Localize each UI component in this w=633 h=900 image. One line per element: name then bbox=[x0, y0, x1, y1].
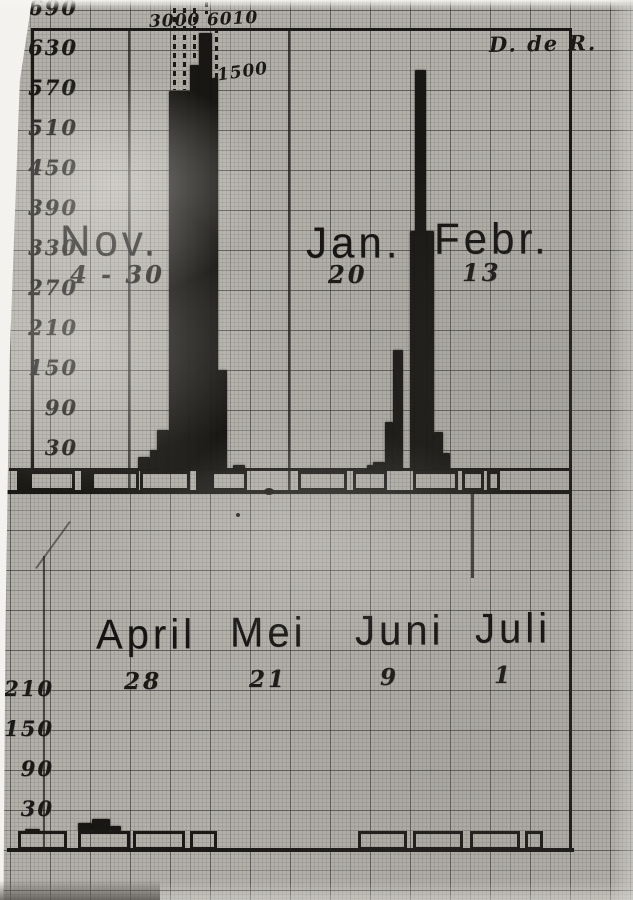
day-strip-cell bbox=[133, 831, 185, 850]
paper-edge-right bbox=[611, 0, 633, 900]
month-label: Nov. bbox=[60, 216, 160, 265]
paper-edge-top bbox=[0, 0, 633, 9]
mid-vertical-segment bbox=[471, 490, 474, 578]
month-day-count: 13 bbox=[462, 258, 502, 287]
histogram-bar bbox=[233, 465, 245, 470]
y-tick-label: 450 bbox=[28, 155, 78, 180]
histogram-bar bbox=[92, 819, 110, 831]
top-border-line bbox=[32, 28, 572, 31]
day-strip-cell bbox=[470, 831, 520, 850]
ink-speck bbox=[236, 513, 240, 517]
month-day-count: 9 bbox=[380, 664, 400, 691]
right-border-line bbox=[569, 28, 572, 852]
month-label: April bbox=[96, 612, 197, 658]
histogram-bar bbox=[373, 462, 385, 470]
day-strip-cell bbox=[78, 831, 130, 850]
histogram-bar bbox=[434, 432, 443, 470]
histogram-bar bbox=[190, 65, 199, 470]
y-tick-label: 150 bbox=[4, 716, 54, 741]
histogram-bar bbox=[393, 350, 403, 470]
month-day-count: 1 bbox=[494, 662, 514, 689]
day-strip-cell-filled bbox=[81, 471, 91, 491]
y-tick-label: 90 bbox=[44, 395, 78, 420]
day-strip-cell bbox=[353, 471, 387, 491]
y-tick-label: 570 bbox=[28, 75, 78, 100]
month-label: Mei bbox=[230, 610, 307, 656]
y-tick-label: 150 bbox=[28, 355, 78, 380]
day-strip-cell bbox=[525, 831, 543, 850]
day-strip-cell bbox=[140, 471, 190, 491]
histogram-bar bbox=[150, 450, 157, 470]
histogram-bar bbox=[218, 370, 227, 470]
y-tick-label: 510 bbox=[28, 115, 78, 140]
y-tick-label: 210 bbox=[4, 676, 54, 701]
ink-speck bbox=[264, 488, 274, 495]
peak-value-annotation: 3000 bbox=[148, 10, 201, 32]
month-label: Juni bbox=[355, 608, 445, 654]
day-strip-cell bbox=[487, 471, 500, 491]
author-signature: D. de R. bbox=[488, 30, 598, 57]
histogram-bar bbox=[169, 91, 190, 470]
month-day-count: 20 bbox=[328, 260, 368, 289]
month-day-count: 4 - 30 bbox=[70, 260, 165, 289]
month-label: Febr. bbox=[434, 214, 550, 263]
shadow-corner-bottom-left bbox=[0, 880, 160, 900]
day-strip-cell bbox=[298, 471, 347, 491]
histogram-bar bbox=[78, 823, 92, 831]
day-strip-cell bbox=[413, 831, 463, 850]
histogram-bar bbox=[415, 70, 426, 470]
day-strip-cell bbox=[91, 471, 139, 491]
day-strip-cell bbox=[18, 831, 67, 850]
day-strip-cell bbox=[29, 471, 75, 491]
day-strip-cell bbox=[211, 471, 247, 491]
histogram-bar bbox=[443, 453, 450, 470]
y-tick-label: 30 bbox=[20, 796, 54, 821]
dark-gridline-290 bbox=[288, 29, 290, 493]
peak-value-annotation: 6010 bbox=[206, 7, 259, 31]
day-strip-cell bbox=[462, 471, 484, 491]
histogram-bar bbox=[138, 457, 150, 470]
y-tick-label: 90 bbox=[20, 756, 54, 781]
histogram-bar bbox=[157, 430, 169, 470]
histogram-bar bbox=[199, 33, 212, 470]
histogram-bar bbox=[385, 422, 393, 470]
day-strip-cell-filled bbox=[196, 471, 211, 491]
y-tick-label: 30 bbox=[44, 435, 78, 460]
month-day-count: 21 bbox=[249, 666, 288, 693]
day-strip-cell-filled bbox=[17, 471, 29, 491]
y-tick-label: 210 bbox=[28, 315, 78, 340]
day-strip-cell bbox=[358, 831, 407, 850]
day-strip-cell bbox=[190, 831, 217, 850]
day-strip-cell bbox=[413, 471, 458, 491]
month-label: Juli bbox=[475, 606, 552, 652]
y-tick-label: 270 bbox=[28, 275, 78, 300]
month-day-count: 28 bbox=[124, 668, 163, 695]
